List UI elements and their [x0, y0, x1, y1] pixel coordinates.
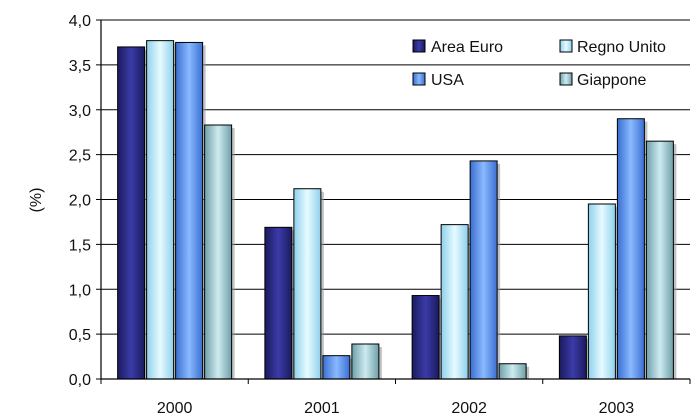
bar-usa-2002	[469, 160, 498, 380]
legend-swatch-usa	[412, 72, 426, 86]
x-tick-label: 2000	[157, 400, 193, 417]
bar-usa-2001	[322, 355, 351, 380]
y-tick-label: 1,0	[69, 282, 91, 299]
bar-regno-unito-2002	[440, 224, 469, 380]
bar-usa-2000	[175, 41, 204, 380]
legend-swatch-regno-unito	[559, 39, 573, 53]
y-tick-label: 1,5	[69, 237, 91, 254]
y-tick-label: 2,5	[69, 148, 91, 165]
x-tick-label: 2003	[599, 400, 635, 417]
legend-label-giappone: Giappone	[577, 72, 646, 89]
x-tick-label: 2001	[304, 400, 340, 417]
bar-giappone-2001	[351, 343, 380, 380]
y-tick-label: 3,0	[69, 103, 91, 120]
bar-area-euro-2003	[558, 335, 587, 380]
y-tick-label: 3,5	[69, 58, 91, 75]
legend-swatch-area-euro	[412, 39, 426, 53]
bar-regno-unito-2000	[146, 40, 175, 380]
y-axis-title: (%)	[28, 188, 45, 213]
legend-swatch-giappone	[559, 72, 573, 86]
bar-giappone-2003	[645, 140, 674, 380]
legend-label-usa: USA	[431, 72, 464, 89]
y-tick-label: 0,5	[69, 327, 91, 344]
bar-area-euro-2000	[117, 46, 146, 380]
y-tick-labels: 0,0 0,5 1,0 1,5 2,0 2,5 3,0 3,5 4,0	[69, 13, 101, 389]
bar-giappone-2002	[498, 363, 527, 380]
bar-usa-2003	[616, 118, 645, 380]
legend-label-regno-unito: Regno Unito	[577, 39, 666, 56]
x-tick-labels: 2000 2001 2002 2003	[100, 379, 691, 417]
legend: Area Euro Regno Unito USA Giappone	[412, 39, 666, 89]
bars	[117, 40, 677, 380]
y-tick-label: 2,0	[69, 193, 91, 210]
bar-regno-unito-2001	[293, 188, 322, 380]
legend-label-area-euro: Area Euro	[431, 39, 503, 56]
bar-area-euro-2001	[264, 226, 293, 380]
bar-regno-unito-2003	[587, 203, 616, 380]
y-tick-label: 0,0	[69, 372, 91, 389]
x-tick-label: 2002	[451, 400, 487, 417]
bar-giappone-2000	[204, 124, 233, 380]
bar-area-euro-2002	[411, 295, 440, 380]
y-tick-label: 4,0	[69, 13, 91, 30]
